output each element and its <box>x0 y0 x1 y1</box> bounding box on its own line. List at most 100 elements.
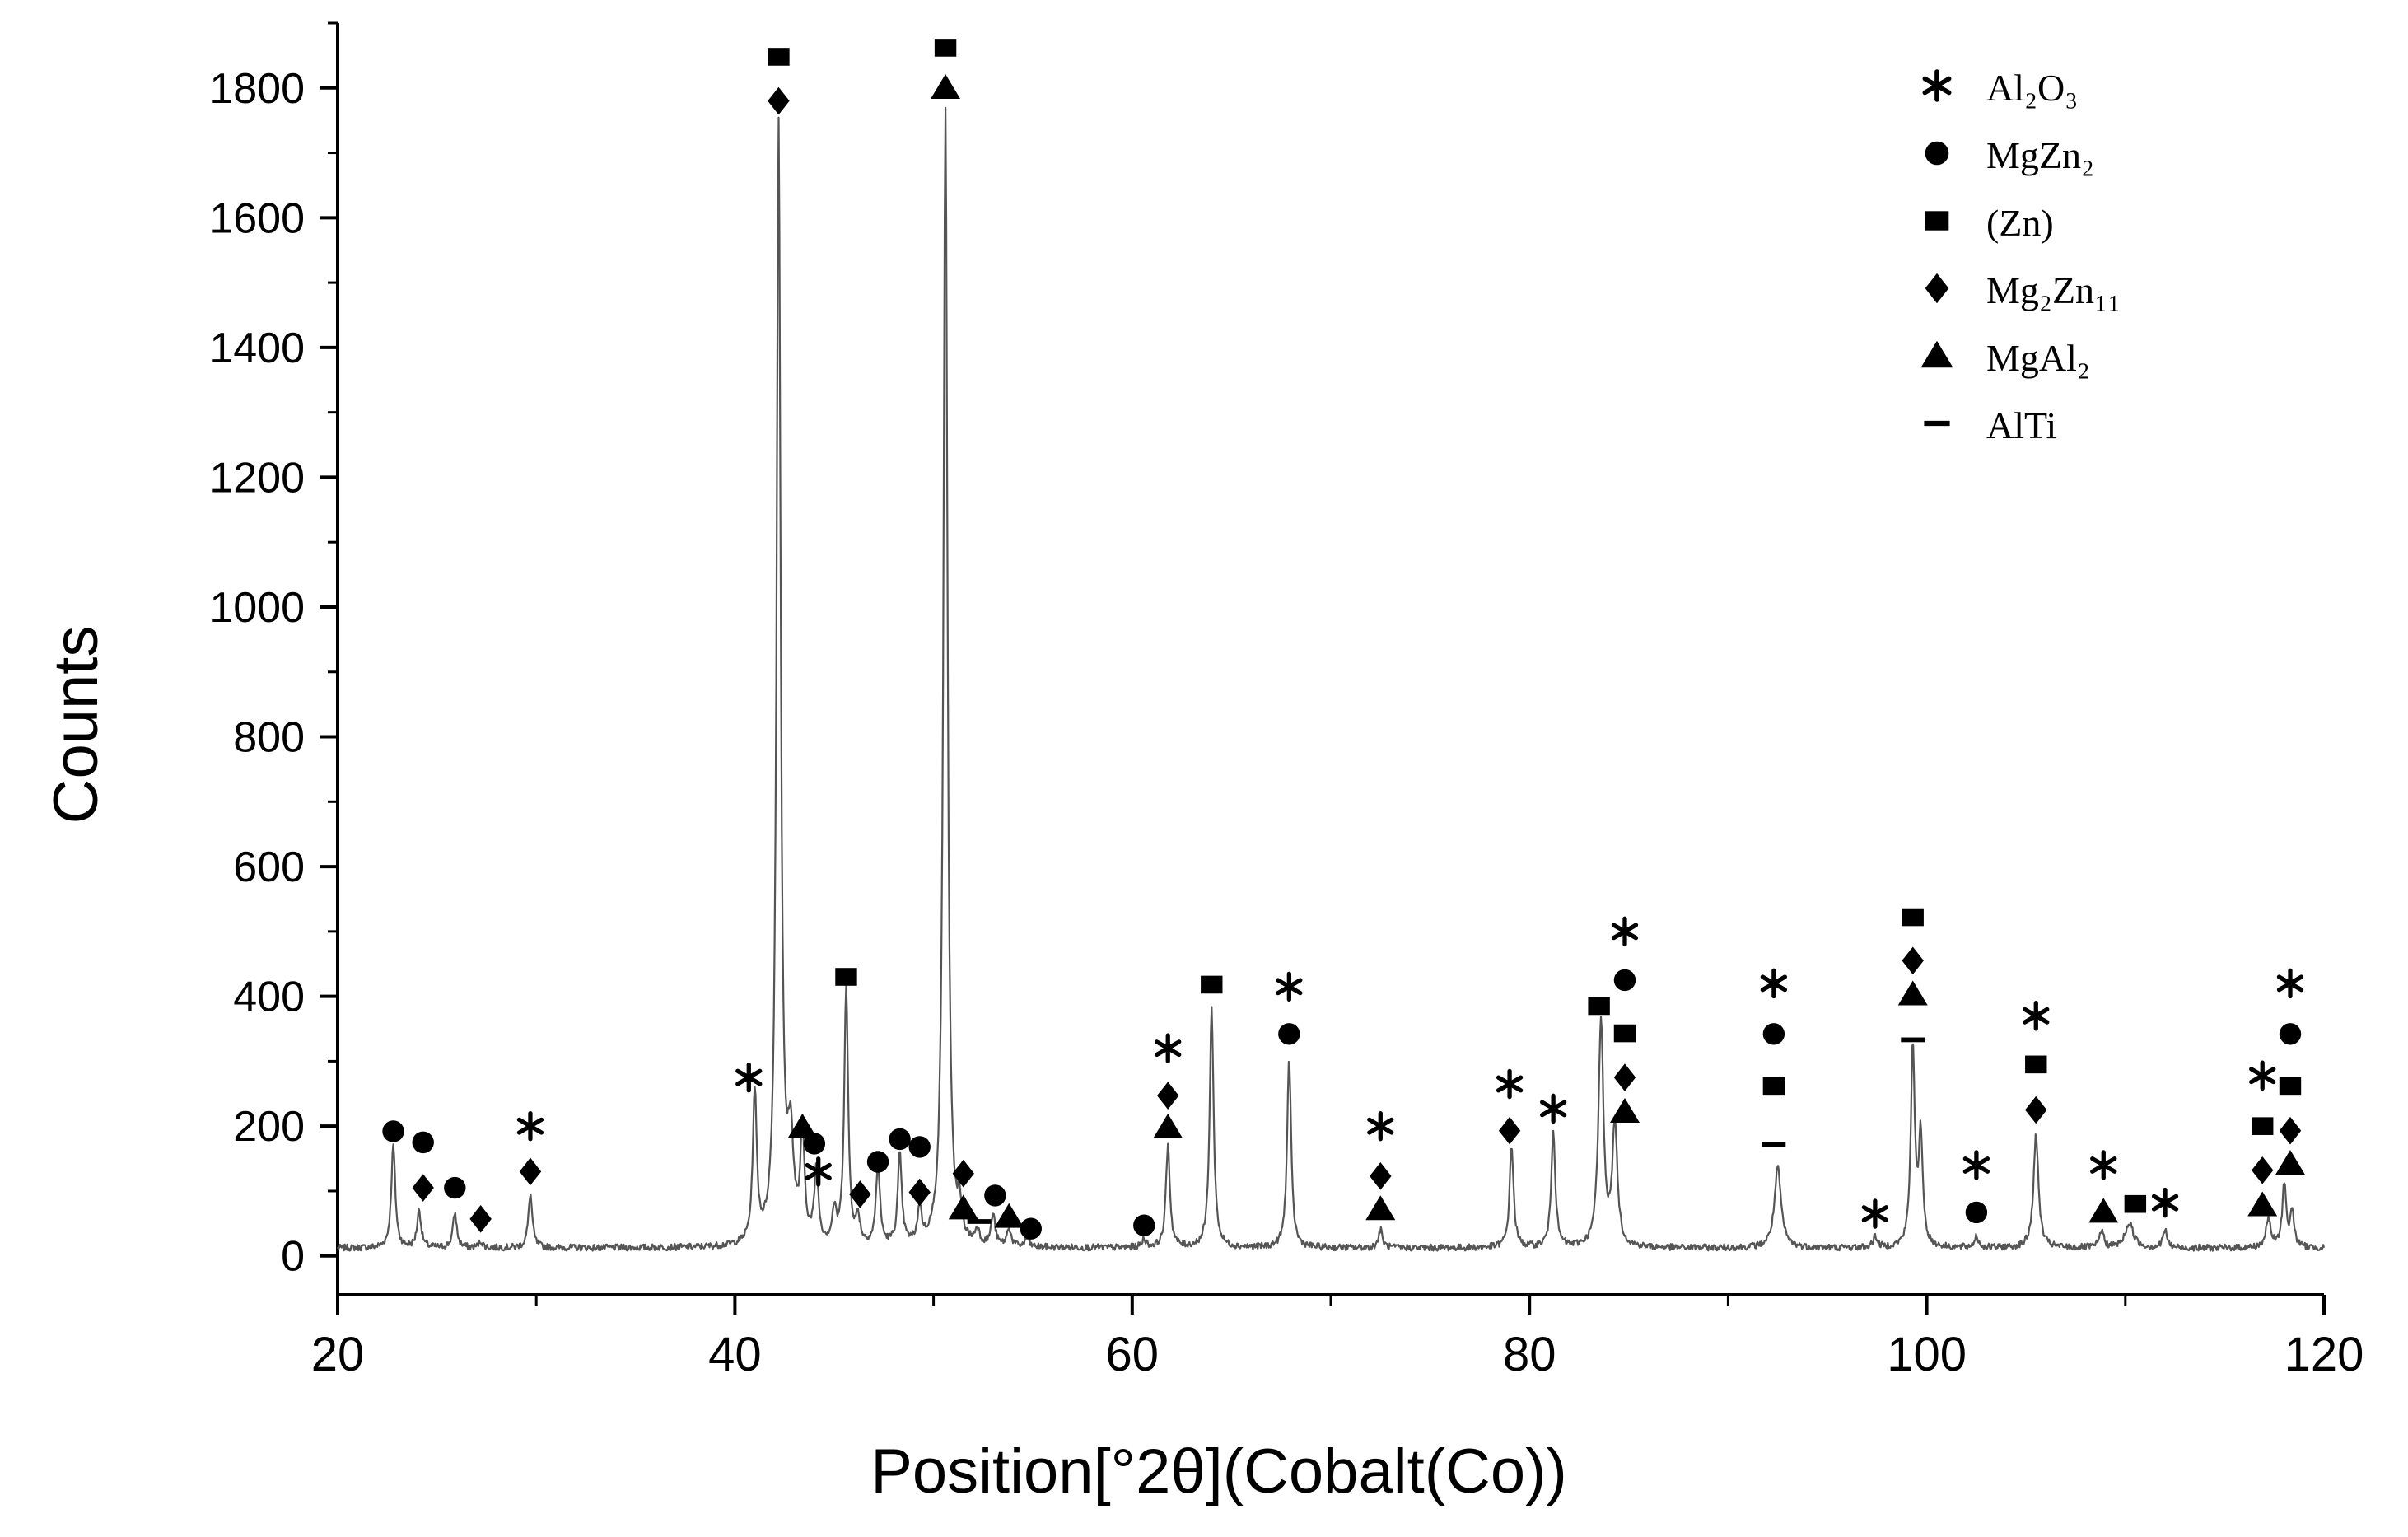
legend-label: Mg₂Zn₁₁ <box>1986 269 2121 311</box>
square-marker <box>2124 1194 2147 1213</box>
circle-marker <box>382 1120 404 1142</box>
legend-label: AlTi <box>1986 404 2056 446</box>
star-marker <box>2023 1001 2050 1031</box>
square-marker <box>1925 211 1949 231</box>
star-marker <box>2249 1060 2276 1091</box>
star-stroke <box>2023 1007 2050 1025</box>
star-marker <box>1539 1093 1567 1124</box>
square-marker <box>1588 997 1610 1016</box>
legend: Al₂O₃ MgZn₂ (Zn) Mg₂Zn₁₁ MgAl₂ AlTi <box>1920 67 2121 446</box>
x-tick-label: 80 <box>1503 1328 1556 1381</box>
diamond-marker <box>412 1174 434 1202</box>
diamond-marker <box>952 1159 974 1188</box>
star-stroke <box>2249 1067 2276 1085</box>
star-stroke <box>1155 1039 1182 1058</box>
star-stroke <box>735 1068 763 1086</box>
triangle-marker <box>1153 1113 1183 1138</box>
diamond-marker <box>908 1178 931 1207</box>
star-marker <box>2276 968 2304 999</box>
square-marker <box>1201 975 1223 994</box>
diamond-marker <box>1613 1063 1636 1091</box>
triangle-marker <box>948 1194 978 1220</box>
diamond-marker <box>1925 273 1949 304</box>
legend-label: (Zn) <box>1986 202 2054 244</box>
diamond-marker <box>1902 946 1924 975</box>
dash-marker <box>1924 420 1950 427</box>
star-marker <box>1760 968 1788 999</box>
x-tick-label: 60 <box>1106 1328 1160 1381</box>
triangle-marker <box>1920 340 1953 368</box>
star-stroke <box>1760 974 1788 993</box>
star-marker <box>805 1156 832 1187</box>
circle-marker <box>908 1136 931 1158</box>
dash-marker <box>967 1219 992 1224</box>
square-marker <box>2025 1055 2047 1074</box>
x-tick-label: 120 <box>2284 1328 2364 1381</box>
star-marker <box>1922 69 1952 102</box>
triangle-marker <box>994 1203 1024 1228</box>
circle-marker <box>1278 1023 1300 1045</box>
square-marker <box>2252 1117 2274 1135</box>
star-stroke <box>1922 76 1952 96</box>
circle-marker <box>1965 1201 1988 1224</box>
star-stroke <box>1611 923 1639 941</box>
triangle-marker <box>787 1113 818 1138</box>
star-stroke <box>516 1117 544 1135</box>
square-marker <box>835 968 857 986</box>
circle-marker <box>866 1151 889 1173</box>
diamond-marker <box>1370 1162 1392 1190</box>
triangle-marker <box>2275 1150 2305 1175</box>
square-marker <box>934 39 957 57</box>
y-axis-title: Counts <box>41 626 111 825</box>
circle-marker <box>889 1128 911 1151</box>
triangle-marker <box>931 73 961 99</box>
y-tick-label: 1400 <box>209 325 305 372</box>
dash-marker <box>1762 1142 1786 1147</box>
star-stroke <box>1496 1075 1524 1093</box>
y-tick-label: 1800 <box>209 65 305 113</box>
circle-marker <box>1613 969 1636 992</box>
diamond-marker <box>2279 1116 2302 1145</box>
circle-marker <box>412 1131 434 1154</box>
diamond-marker <box>519 1157 542 1186</box>
star-marker <box>1276 971 1303 1002</box>
star-stroke <box>1539 1100 1567 1118</box>
circle-marker <box>1133 1214 1155 1236</box>
circle-marker <box>1020 1217 1042 1240</box>
y-tick-label: 400 <box>233 974 305 1021</box>
star-stroke <box>1962 1156 1990 1174</box>
star-stroke <box>805 1162 832 1180</box>
diamond-marker <box>2252 1156 2274 1184</box>
circle-marker <box>2279 1023 2302 1045</box>
circle-marker <box>1925 141 1949 166</box>
diamond-marker <box>768 86 790 115</box>
legend-label: MgAl₂ <box>1986 337 2090 379</box>
star-marker <box>1962 1150 1990 1180</box>
x-tick-label: 40 <box>708 1328 762 1381</box>
triangle-marker <box>1609 1098 1640 1124</box>
axes: 0 200 400 600 800 1000 1200 1400 1600 1800 20 40 60 8… <box>209 21 2364 1381</box>
legend-label: MgZn₂ <box>1986 134 2094 176</box>
y-tick-label: 1200 <box>209 454 305 502</box>
circle-marker <box>1762 1023 1785 1045</box>
star-stroke <box>2151 1194 2179 1212</box>
star-stroke <box>1367 1117 1394 1135</box>
star-marker <box>1155 1033 1182 1063</box>
star-marker <box>2090 1150 2117 1180</box>
y-tick-label: 200 <box>233 1103 305 1151</box>
triangle-marker <box>2247 1191 2278 1217</box>
y-tick-label: 800 <box>233 714 305 762</box>
star-marker <box>1861 1198 1889 1229</box>
diamond-marker <box>1498 1116 1521 1145</box>
diamond-marker <box>469 1205 492 1233</box>
star-marker <box>516 1110 544 1142</box>
x-tick-label: 100 <box>1887 1328 1967 1381</box>
y-tick-label: 1600 <box>209 194 305 242</box>
star-stroke <box>1276 978 1303 996</box>
xrd-series-line <box>336 106 2326 1252</box>
star-stroke <box>2276 974 2304 993</box>
square-marker <box>1762 1077 1785 1096</box>
peak-annotations <box>382 39 2305 1240</box>
circle-marker <box>984 1184 1006 1207</box>
star-marker <box>1367 1110 1394 1142</box>
